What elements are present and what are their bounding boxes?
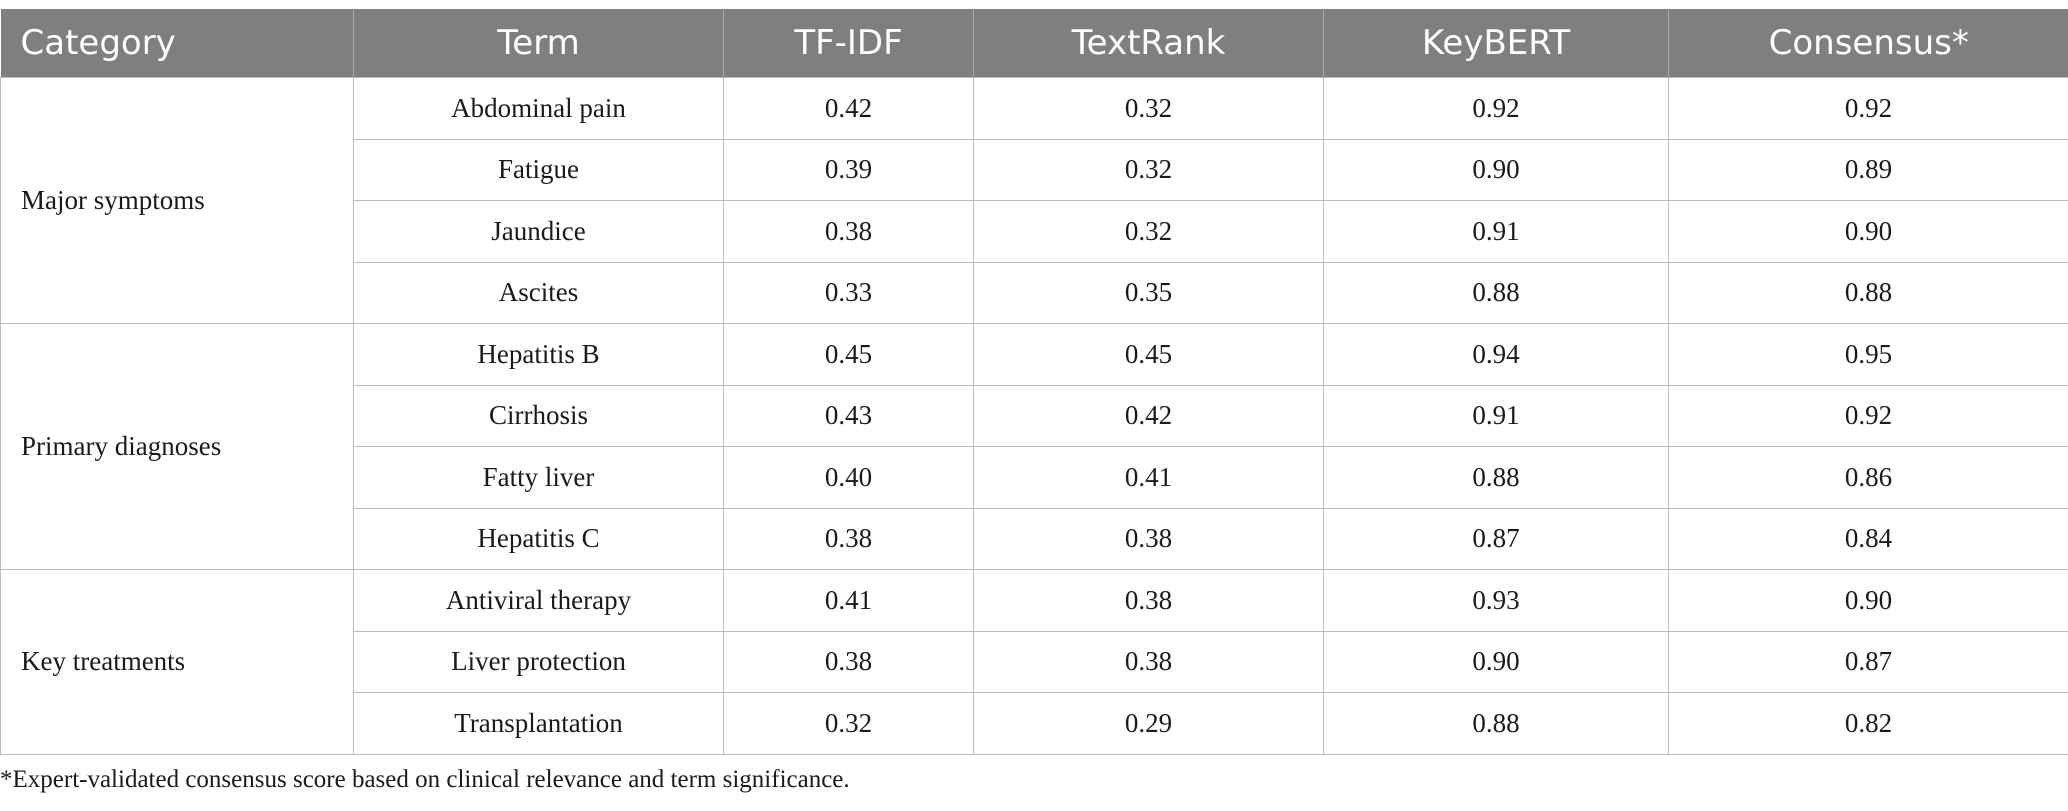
table-row: Fatty liver 0.40 0.41 0.88 0.86 (1, 446, 2068, 509)
consensus-cell: 0.82 (1668, 692, 2068, 755)
textrank-cell: 0.45 (973, 323, 1324, 386)
header-keybert: KeyBERT (1323, 9, 1669, 78)
keybert-cell: 0.91 (1323, 384, 1669, 447)
keyword-score-table: Category Term TF-IDF TextRank KeyBERT Co… (0, 9, 2068, 755)
keybert-cell: 0.94 (1323, 323, 1669, 386)
tfidf-cell: 0.33 (723, 261, 974, 324)
textrank-cell: 0.38 (973, 630, 1324, 693)
header-tfidf: TF-IDF (723, 9, 974, 78)
table-body: Major symptoms Abdominal pain 0.42 0.32 0.92… (0, 77, 2068, 755)
textrank-cell: 0.42 (973, 384, 1324, 447)
tfidf-cell: 0.32 (723, 692, 974, 755)
term-cell: Antiviral therapy (353, 569, 724, 632)
consensus-cell: 0.89 (1668, 138, 2068, 201)
tfidf-cell: 0.40 (723, 446, 974, 509)
term-cell: Abdominal pain (353, 77, 724, 140)
table-header: Category Term TF-IDF TextRank KeyBERT Co… (0, 9, 2068, 78)
table-row: Liver protection 0.38 0.38 0.90 0.87 (1, 630, 2068, 693)
textrank-cell: 0.38 (973, 507, 1324, 570)
keybert-cell: 0.87 (1323, 507, 1669, 570)
tfidf-cell: 0.42 (723, 77, 974, 140)
term-cell: Hepatitis B (353, 323, 724, 386)
textrank-cell: 0.32 (973, 200, 1324, 263)
header-row: Category Term TF-IDF TextRank KeyBERT Co… (0, 9, 2068, 78)
keybert-cell: 0.91 (1323, 200, 1669, 263)
keybert-cell: 0.88 (1323, 446, 1669, 509)
table-row: Jaundice 0.38 0.32 0.91 0.90 (1, 200, 2068, 263)
header-textrank: TextRank (973, 9, 1324, 78)
table-footnote: *Expert-validated consensus score based … (0, 766, 850, 793)
term-cell: Cirrhosis (353, 384, 724, 447)
keybert-cell: 0.92 (1323, 77, 1669, 140)
tfidf-cell: 0.39 (723, 138, 974, 201)
keybert-cell: 0.93 (1323, 569, 1669, 632)
category-cell: Primary diagnoses (0, 323, 354, 570)
table-row: Key treatments Antiviral therapy 0.41 0.38 0… (0, 569, 2068, 755)
consensus-cell: 0.90 (1668, 200, 2068, 263)
consensus-cell: 0.95 (1668, 323, 2068, 386)
table-row: Major symptoms Abdominal pain 0.42 0.32 0.92… (0, 77, 2068, 324)
term-cell: Hepatitis C (353, 507, 724, 570)
textrank-cell: 0.29 (973, 692, 1324, 755)
category-cell: Key treatments (0, 569, 354, 755)
textrank-cell: 0.32 (973, 138, 1324, 201)
table-row: Cirrhosis 0.43 0.42 0.91 0.92 (1, 384, 2068, 447)
consensus-cell: 0.88 (1668, 261, 2068, 324)
table-row: Ascites 0.33 0.35 0.88 0.88 (1, 261, 2068, 324)
textrank-cell: 0.38 (973, 569, 1324, 632)
consensus-cell: 0.84 (1668, 507, 2068, 570)
category-cell: Major symptoms (0, 77, 354, 324)
table-row: Primary diagnoses Hepatitis B 0.45 0.45 0.94… (0, 323, 2068, 570)
header-category: Category (0, 9, 354, 78)
textrank-cell: 0.35 (973, 261, 1324, 324)
tfidf-cell: 0.38 (723, 200, 974, 263)
consensus-cell: 0.87 (1668, 630, 2068, 693)
consensus-cell: 0.86 (1668, 446, 2068, 509)
keybert-cell: 0.90 (1323, 630, 1669, 693)
keybert-cell: 0.88 (1323, 261, 1669, 324)
consensus-cell: 0.92 (1668, 77, 2068, 140)
term-cell: Liver protection (353, 630, 724, 693)
textrank-cell: 0.32 (973, 77, 1324, 140)
tfidf-cell: 0.45 (723, 323, 974, 386)
term-cell: Transplantation (353, 692, 724, 755)
table-row: Hepatitis C 0.38 0.38 0.87 0.84 (1, 507, 2068, 570)
tfidf-cell: 0.38 (723, 507, 974, 570)
tfidf-cell: 0.41 (723, 569, 974, 632)
header-consensus: Consensus* (1668, 9, 2068, 78)
header-term: Term (353, 9, 724, 78)
tfidf-cell: 0.43 (723, 384, 974, 447)
keybert-cell: 0.90 (1323, 138, 1669, 201)
term-cell: Fatigue (353, 138, 724, 201)
consensus-cell: 0.92 (1668, 384, 2068, 447)
term-cell: Fatty liver (353, 446, 724, 509)
term-cell: Ascites (353, 261, 724, 324)
textrank-cell: 0.41 (973, 446, 1324, 509)
term-cell: Jaundice (353, 200, 724, 263)
tfidf-cell: 0.38 (723, 630, 974, 693)
consensus-cell: 0.90 (1668, 569, 2068, 632)
table-row: Transplantation 0.32 0.29 0.88 0.82 (1, 692, 2068, 755)
keybert-cell: 0.88 (1323, 692, 1669, 755)
